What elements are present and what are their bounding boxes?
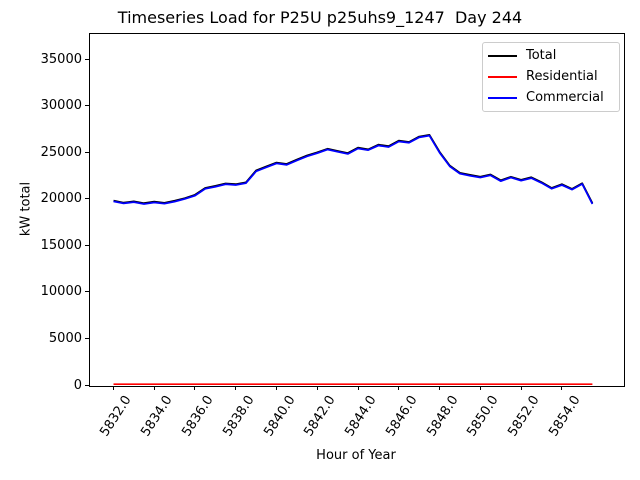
y-tick-mark bbox=[85, 384, 89, 386]
y-tick-label: 0 bbox=[73, 377, 82, 393]
x-tick-mark bbox=[479, 386, 481, 390]
x-tick-mark bbox=[153, 386, 155, 390]
x-tick-mark bbox=[520, 386, 522, 390]
y-tick-label: 35000 bbox=[40, 51, 82, 67]
x-tick-mark bbox=[357, 386, 359, 390]
x-tick-mark bbox=[276, 386, 277, 390]
x-tick-mark bbox=[316, 386, 318, 390]
legend-entry-total: Total bbox=[483, 46, 619, 66]
y-tick-label: 5000 bbox=[48, 330, 82, 346]
legend-entry-commercial: Commercial bbox=[483, 88, 619, 108]
y-tick-mark bbox=[85, 105, 89, 107]
legend-line-sample-total bbox=[488, 55, 517, 58]
chart-title: Timeseries Load for P25U p25uhs9_1247 Da… bbox=[117, 8, 523, 27]
y-tick-mark bbox=[85, 198, 89, 200]
x-tick-mark bbox=[439, 386, 441, 390]
x-tick-mark bbox=[561, 386, 563, 390]
x-tick-mark bbox=[194, 386, 196, 390]
x-tick-mark bbox=[235, 386, 237, 390]
series-plot bbox=[113, 134, 594, 385]
x-tick-mark bbox=[112, 386, 114, 390]
y-axis-label: kW total bbox=[18, 181, 34, 237]
y-tick-mark bbox=[85, 244, 89, 246]
y-tick-label: 15000 bbox=[40, 237, 82, 253]
legend-label: Commercial bbox=[526, 89, 604, 105]
y-tick-label: 25000 bbox=[40, 144, 82, 160]
legend-label: Total bbox=[526, 48, 557, 64]
y-tick-label: 10000 bbox=[40, 284, 82, 300]
legend-line-sample-commercial bbox=[488, 96, 517, 99]
y-tick-mark bbox=[85, 337, 89, 339]
legend-line-sample-residential bbox=[488, 75, 517, 78]
legend: Total Residential Commercial bbox=[482, 42, 620, 112]
series-line-commercial bbox=[113, 134, 594, 205]
legend-entry-residential: Residential bbox=[483, 67, 619, 87]
y-tick-mark bbox=[85, 151, 89, 153]
y-tick-mark bbox=[85, 291, 89, 293]
y-tick-label: 20000 bbox=[40, 191, 82, 207]
y-tick-label: 30000 bbox=[40, 98, 82, 114]
series-line-total bbox=[113, 134, 594, 205]
x-axis-label: Hour of Year bbox=[316, 448, 396, 463]
x-tick-mark bbox=[398, 386, 400, 390]
y-tick-mark bbox=[85, 58, 89, 60]
legend-label: Residential bbox=[526, 68, 598, 84]
